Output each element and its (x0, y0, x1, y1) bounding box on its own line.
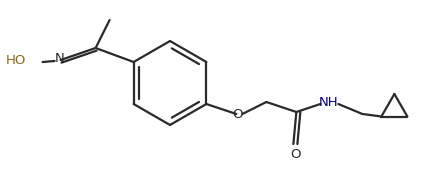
Text: N: N (55, 52, 65, 65)
Text: HO: HO (5, 55, 26, 68)
Text: NH: NH (319, 96, 338, 109)
Text: O: O (232, 108, 243, 121)
Text: O: O (290, 148, 301, 161)
